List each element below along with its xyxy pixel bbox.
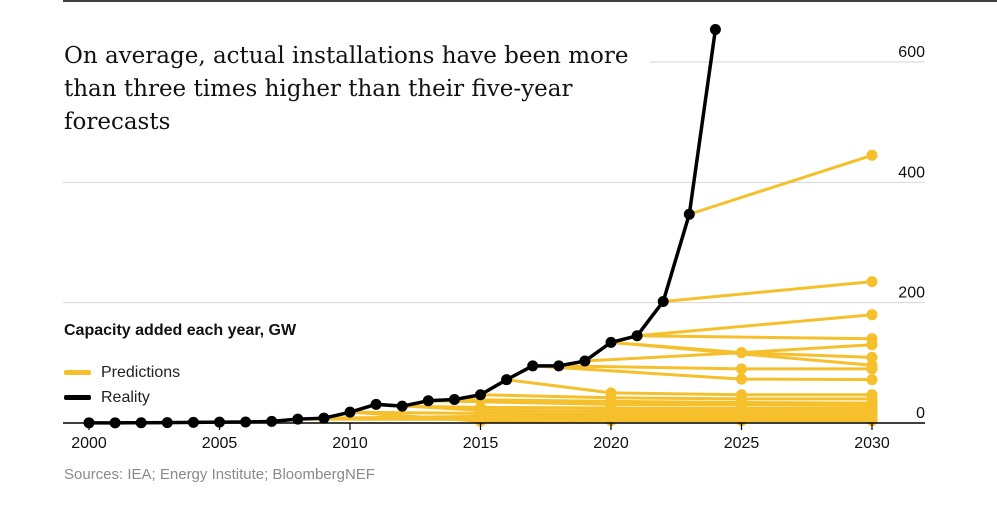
reality-point-2009	[318, 412, 330, 424]
legend-label-predictions: Predictions	[101, 363, 181, 381]
legend-swatch-reality	[64, 395, 91, 400]
legend-item-reality: Reality	[64, 385, 180, 410]
legend-swatch-predictions	[64, 370, 91, 375]
prediction-point-7-1	[866, 363, 878, 375]
prediction-line-1	[661, 280, 874, 303]
reality-point-2022	[657, 295, 669, 307]
prediction-line-0	[687, 153, 874, 216]
reality-point-2005	[214, 416, 225, 428]
source-note: Sources: IEA; Energy Institute; Bloomber…	[64, 466, 375, 483]
prediction-line-10	[479, 393, 874, 401]
prediction-point-0-0	[866, 149, 878, 161]
legend-label-reality: Reality	[101, 388, 150, 406]
x-tick-label-2025: 2025	[724, 435, 760, 452]
reality-point-2017	[527, 360, 539, 372]
reality-point-2018	[553, 360, 565, 372]
prediction-line-9	[505, 378, 874, 397]
reality-point-2011	[370, 398, 382, 410]
prediction-line-12	[426, 399, 874, 408]
reality-point-2020	[605, 336, 617, 348]
prediction-point-4-1	[866, 351, 878, 363]
prediction-point-1-0	[866, 276, 878, 288]
y-tick-label-600: 600	[898, 44, 925, 61]
prediction-point-5-0	[736, 347, 747, 359]
reality-point-2007	[266, 415, 278, 427]
legend-title: Capacity added each year, GW	[64, 322, 297, 339]
reality-point-2002	[135, 417, 147, 429]
reality-point-2019	[579, 355, 591, 367]
reality-point-2010	[344, 406, 356, 418]
prediction-line-2	[635, 313, 874, 338]
x-tick-label-2020: 2020	[593, 435, 629, 452]
y-tick-label-400: 400	[898, 164, 925, 181]
reality-point-2003	[161, 417, 173, 429]
chart-title: On average, actual installations have be…	[64, 43, 629, 135]
prediction-point-18-0	[475, 415, 486, 427]
prediction-line-3	[635, 334, 874, 341]
x-tick-label-2005: 2005	[202, 435, 238, 452]
reality-point-2013	[422, 395, 434, 407]
prediction-point-8-1	[866, 374, 878, 386]
y-tick-label-0: 0	[916, 405, 925, 422]
legend: Predictions Reality	[64, 360, 180, 410]
reality-point-2004	[187, 416, 199, 428]
prediction-line-7	[557, 364, 874, 371]
prediction-point-2-0	[866, 309, 878, 321]
prediction-point-8-0	[736, 373, 747, 385]
x-tick-label-2030: 2030	[854, 435, 890, 452]
x-tick-label-2015: 2015	[463, 435, 499, 452]
x-tick-label-2010: 2010	[332, 435, 368, 452]
reality-point-2012	[396, 400, 408, 412]
reality-point-2021	[631, 330, 643, 342]
reality-point-2023	[683, 208, 695, 220]
reality-point-2016	[501, 374, 513, 386]
reality-point-2006	[240, 416, 252, 428]
prediction-line-11	[452, 398, 874, 405]
reality-point-2024	[709, 24, 721, 36]
reality-point-2000	[83, 417, 95, 429]
reality-point-2014	[448, 394, 460, 406]
reality-point-2008	[292, 413, 304, 425]
prediction-point-5-1	[866, 339, 878, 351]
reality-point-2001	[109, 417, 121, 429]
y-tick-label-200: 200	[898, 285, 925, 302]
prediction-point-7-0	[736, 363, 747, 375]
reality-point-2015	[475, 389, 486, 401]
legend-item-predictions: Predictions	[64, 360, 180, 385]
x-tick-label-2000: 2000	[71, 435, 107, 452]
